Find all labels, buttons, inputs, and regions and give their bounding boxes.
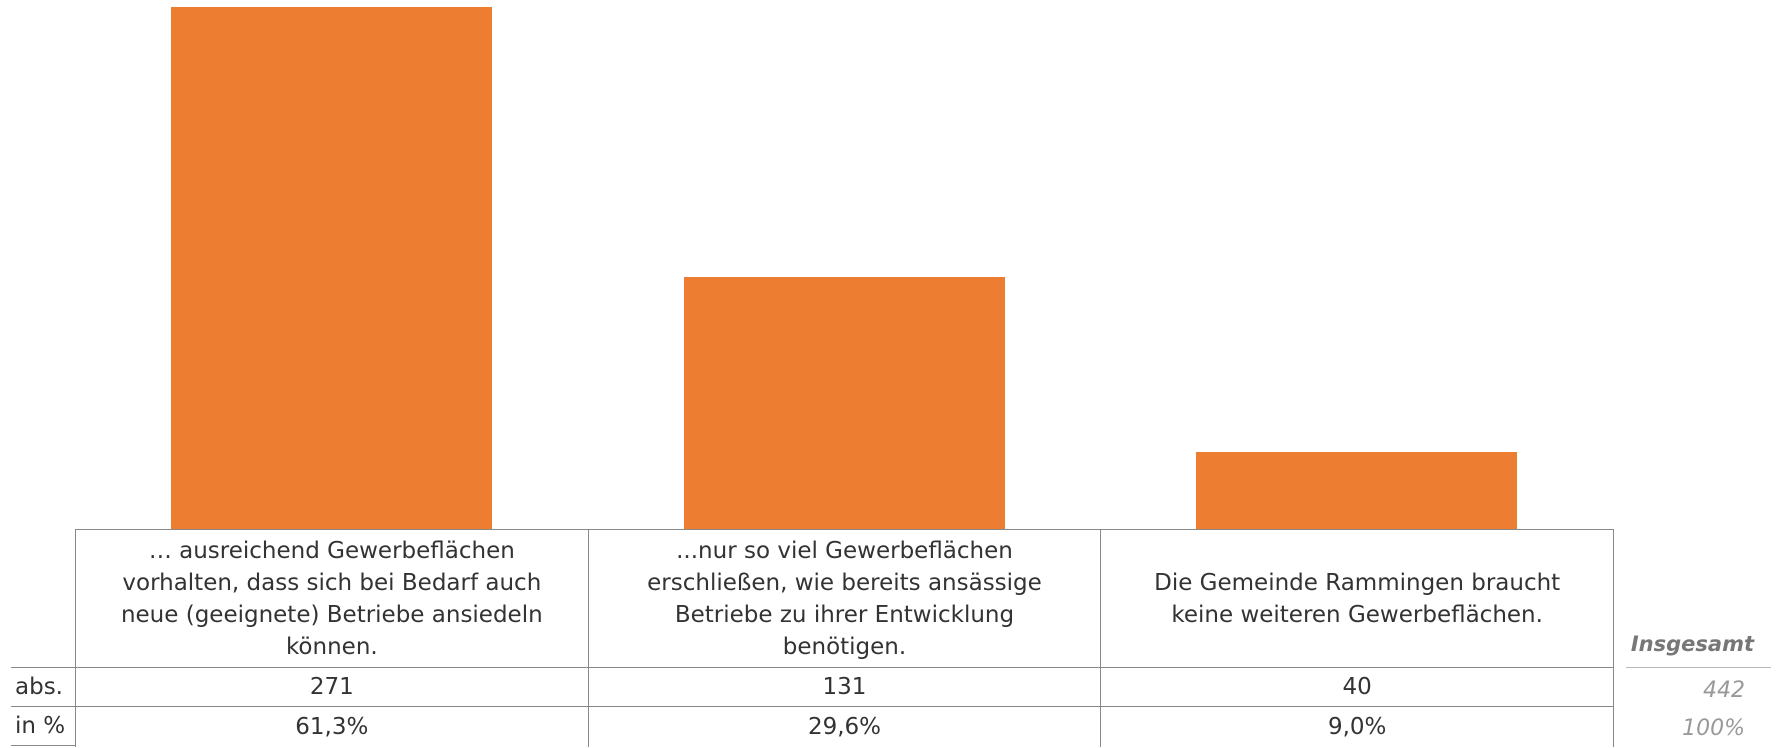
row-label: in %: [11, 706, 76, 746]
total-value: 442: [1703, 678, 1745, 703]
abs-value: 131: [587, 667, 1102, 707]
category-label: Die Gemeinde Rammingen braucht keine wei…: [1100, 529, 1614, 668]
total-percent: 100%: [1682, 716, 1745, 741]
percent-value: 9,0%: [1100, 706, 1614, 747]
total-header: Insgesamt: [1630, 632, 1754, 656]
category-label: ...nur so viel Gewerbeflächen erschließe…: [587, 529, 1102, 668]
row-label: abs.: [11, 667, 76, 707]
percent-value: 29,6%: [587, 706, 1102, 747]
bar: [1196, 451, 1518, 529]
bar: [683, 276, 1005, 529]
category-label: … ausreichend Gewerbeflächen vorhalten, …: [75, 529, 589, 668]
total-rule: [1626, 667, 1771, 668]
percent-value: 61,3%: [75, 706, 589, 747]
abs-value: 271: [75, 667, 589, 707]
abs-value: 40: [1100, 667, 1614, 707]
bar: [170, 7, 492, 529]
